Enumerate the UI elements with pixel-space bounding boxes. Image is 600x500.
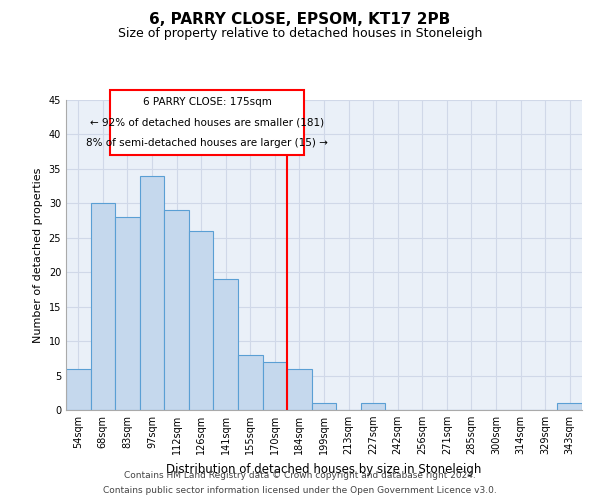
Bar (189, 231, 214, 410)
Bar (214, 279, 238, 410)
Y-axis label: Number of detached properties: Number of detached properties (33, 168, 43, 342)
Text: Contains public sector information licensed under the Open Government Licence v3: Contains public sector information licen… (103, 486, 497, 495)
Text: 8% of semi-detached houses are larger (15) →: 8% of semi-detached houses are larger (1… (86, 138, 328, 148)
Bar (557, 403, 582, 410)
Bar (115, 217, 140, 410)
Bar (140, 176, 164, 410)
Bar (263, 362, 287, 410)
Text: Size of property relative to detached houses in Stoneleigh: Size of property relative to detached ho… (118, 28, 482, 40)
Bar (238, 355, 263, 410)
Bar (287, 368, 312, 410)
X-axis label: Distribution of detached houses by size in Stoneleigh: Distribution of detached houses by size … (166, 462, 482, 475)
Bar (164, 210, 189, 410)
FancyBboxPatch shape (110, 90, 304, 155)
Bar (91, 204, 115, 410)
Text: 6 PARRY CLOSE: 175sqm: 6 PARRY CLOSE: 175sqm (143, 96, 272, 106)
Text: 6, PARRY CLOSE, EPSOM, KT17 2PB: 6, PARRY CLOSE, EPSOM, KT17 2PB (149, 12, 451, 28)
Bar (361, 403, 385, 410)
Text: ← 92% of detached houses are smaller (181): ← 92% of detached houses are smaller (18… (90, 117, 325, 127)
Text: Contains HM Land Registry data © Crown copyright and database right 2024.: Contains HM Land Registry data © Crown c… (124, 471, 476, 480)
Bar (66, 368, 91, 410)
Bar (312, 403, 336, 410)
